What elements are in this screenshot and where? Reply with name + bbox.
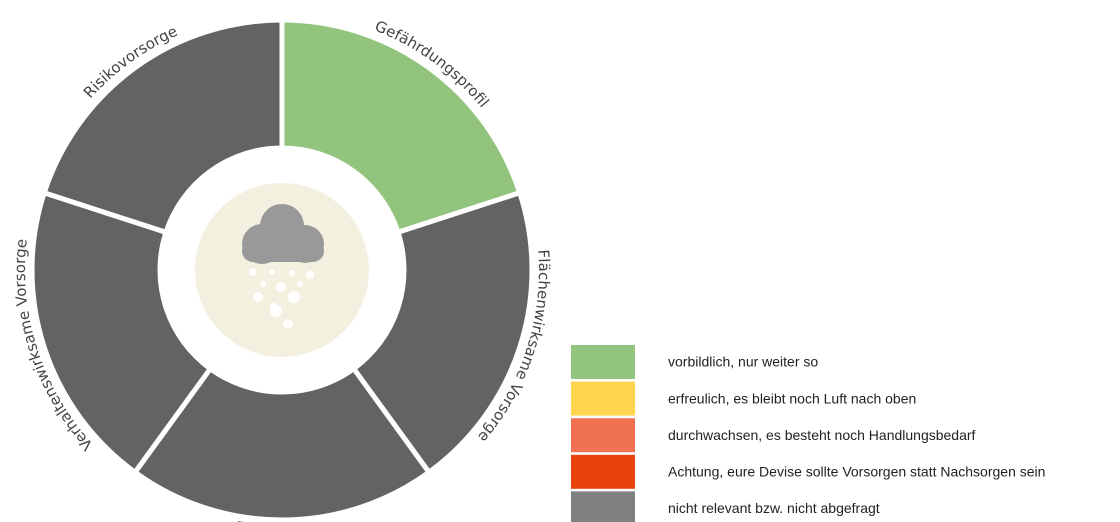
legend-swatch bbox=[571, 418, 635, 453]
legend-label: durchwachsen, es besteht noch Handlungsb… bbox=[668, 427, 976, 443]
legend-swatch bbox=[571, 345, 635, 379]
cloud-icon bbox=[242, 204, 324, 264]
icon-background bbox=[195, 183, 369, 357]
legend-swatch bbox=[571, 491, 635, 522]
legend-label: vorbildlich, nur weiter so bbox=[668, 354, 818, 370]
legend-swatch bbox=[571, 381, 635, 416]
legend-label: Achtung, eure Devise sollte Vorsorgen st… bbox=[668, 464, 1045, 480]
snow-icon bbox=[249, 268, 314, 329]
legend-label: nicht relevant bzw. nicht abgefragt bbox=[668, 500, 880, 516]
legend: vorbildlich, nur weiter so erfreulich, es… bbox=[571, 345, 1045, 522]
legend-swatch bbox=[571, 454, 635, 489]
legend-label: erfreulich, es bleibt noch Luft nach obe… bbox=[668, 390, 916, 406]
